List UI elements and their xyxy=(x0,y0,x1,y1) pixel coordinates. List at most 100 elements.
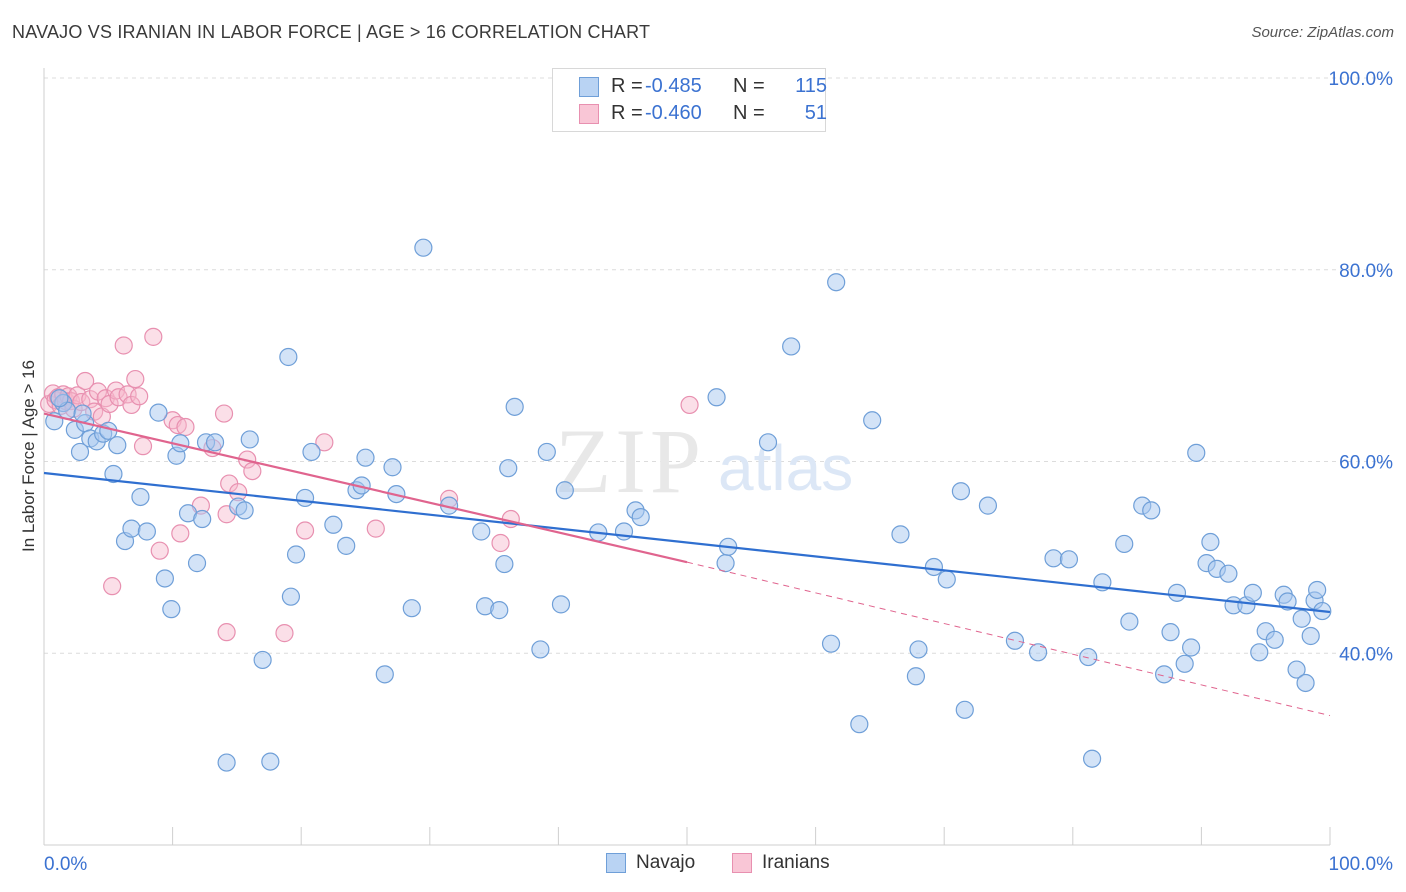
navajo-point xyxy=(205,433,225,452)
iranian-point xyxy=(103,577,122,596)
y-tick-label: 100.0% xyxy=(1329,69,1394,90)
navajo-point xyxy=(1187,443,1206,462)
n-value: 51 xyxy=(804,102,827,124)
navajo-point xyxy=(70,442,90,462)
iranians-swatch xyxy=(579,104,599,124)
navajo-point xyxy=(187,554,207,573)
iranian-point xyxy=(176,417,195,437)
navajo-point xyxy=(137,522,156,541)
navajo-point xyxy=(906,667,926,686)
navajo-point xyxy=(162,600,181,619)
navajo-point xyxy=(261,752,280,771)
navajo-point xyxy=(1028,643,1048,662)
x-tick-label: 100.0% xyxy=(1329,854,1394,875)
iranian-point xyxy=(315,433,334,452)
iranian-point xyxy=(295,521,315,540)
navajo-trendline xyxy=(43,471,1331,614)
navajo-point xyxy=(1308,580,1327,600)
navajo-point xyxy=(490,601,509,620)
iranian-point xyxy=(130,387,149,406)
navajo-point xyxy=(472,522,491,541)
navajo-point xyxy=(1005,631,1025,650)
navajo-legend-label: Navajo xyxy=(636,852,696,873)
navajo-point xyxy=(1243,583,1262,602)
iranian-point xyxy=(126,369,145,389)
navajo-point xyxy=(240,430,259,449)
iranian-point xyxy=(144,327,163,346)
navajo-point xyxy=(758,433,778,452)
navajo-point xyxy=(555,481,574,500)
navajo-point xyxy=(1219,564,1238,583)
navajo-point xyxy=(1201,532,1220,552)
navajo-points xyxy=(45,238,1332,772)
navajo-point xyxy=(937,570,956,589)
navajo-swatch xyxy=(579,77,599,97)
navajo-point xyxy=(122,519,141,538)
navajo-point xyxy=(356,448,375,467)
navajo-point xyxy=(1175,654,1194,673)
n-label: N = xyxy=(733,102,765,124)
navajo-point xyxy=(1120,612,1139,631)
navajo-point xyxy=(782,337,801,356)
navajo-point xyxy=(131,487,150,507)
chart-title: NAVAJO VS IRANIAN IN LABOR FORCE | AGE >… xyxy=(12,22,651,42)
navajo-point xyxy=(551,595,571,614)
navajo-point xyxy=(505,397,524,416)
navajo-point xyxy=(924,557,944,577)
navajo-point xyxy=(253,650,272,670)
correlation-legend: R = -0.485 N = 115 R = -0.460 N = 51 xyxy=(552,68,827,132)
trendlines xyxy=(43,412,1331,717)
iranian-trendline-extension xyxy=(686,561,1331,717)
navajo-point xyxy=(1142,501,1161,520)
navajo-point xyxy=(716,554,735,573)
navajo-point xyxy=(821,634,841,653)
navajo-point xyxy=(73,404,92,423)
navajo-point xyxy=(149,403,168,422)
navajo-point xyxy=(955,700,974,719)
navajo-point xyxy=(1082,749,1102,768)
navajo-point xyxy=(1296,673,1315,693)
navajo-point xyxy=(302,442,321,462)
iranian-point xyxy=(214,404,234,423)
navajo-point xyxy=(383,458,402,477)
navajo-point xyxy=(951,482,971,501)
navajo-point xyxy=(414,238,433,257)
navajo-point xyxy=(1079,647,1098,667)
y-tick-labels: 40.0% 60.0% 80.0% 100.0% xyxy=(1329,69,1394,665)
navajo-point xyxy=(863,411,882,430)
navajo-point xyxy=(1182,638,1201,657)
y-tick-label: 40.0% xyxy=(1339,644,1393,665)
watermark-atlas: atlas xyxy=(718,432,853,504)
navajo-point xyxy=(891,525,910,544)
navajo-point xyxy=(281,587,301,606)
navajo-legend-swatch xyxy=(606,853,626,873)
navajo-point xyxy=(155,569,174,588)
navajo-point xyxy=(324,515,343,534)
iranian-point xyxy=(243,461,262,481)
navajo-point xyxy=(1292,609,1311,628)
navajo-point xyxy=(1059,550,1079,569)
navajo-point xyxy=(1115,534,1134,554)
navajo-point xyxy=(978,496,998,515)
r-label: R = xyxy=(611,102,643,124)
iranian-point xyxy=(171,524,190,543)
iranian-point xyxy=(491,533,510,553)
navajo-point xyxy=(50,389,69,408)
navajo-point xyxy=(495,554,514,574)
x-tick-labels: 0.0% 100.0% xyxy=(44,854,1393,875)
navajo-point xyxy=(1161,623,1180,642)
navajo-point xyxy=(295,488,315,508)
iranian-point xyxy=(275,624,294,643)
iranian-point xyxy=(76,371,95,391)
navajo-point xyxy=(375,665,394,684)
navajo-point xyxy=(1250,643,1269,662)
navajo-point xyxy=(499,459,518,478)
iranian-point xyxy=(118,385,137,404)
navajo-point xyxy=(631,508,650,527)
n-value: 115 xyxy=(795,75,827,97)
axes xyxy=(43,68,1331,846)
y-tick-label: 80.0% xyxy=(1339,261,1393,282)
y-axis-label: In Labor Force | Age > 16 xyxy=(19,360,38,552)
navajo-point xyxy=(1044,549,1063,568)
r-value: -0.460 xyxy=(645,102,702,124)
